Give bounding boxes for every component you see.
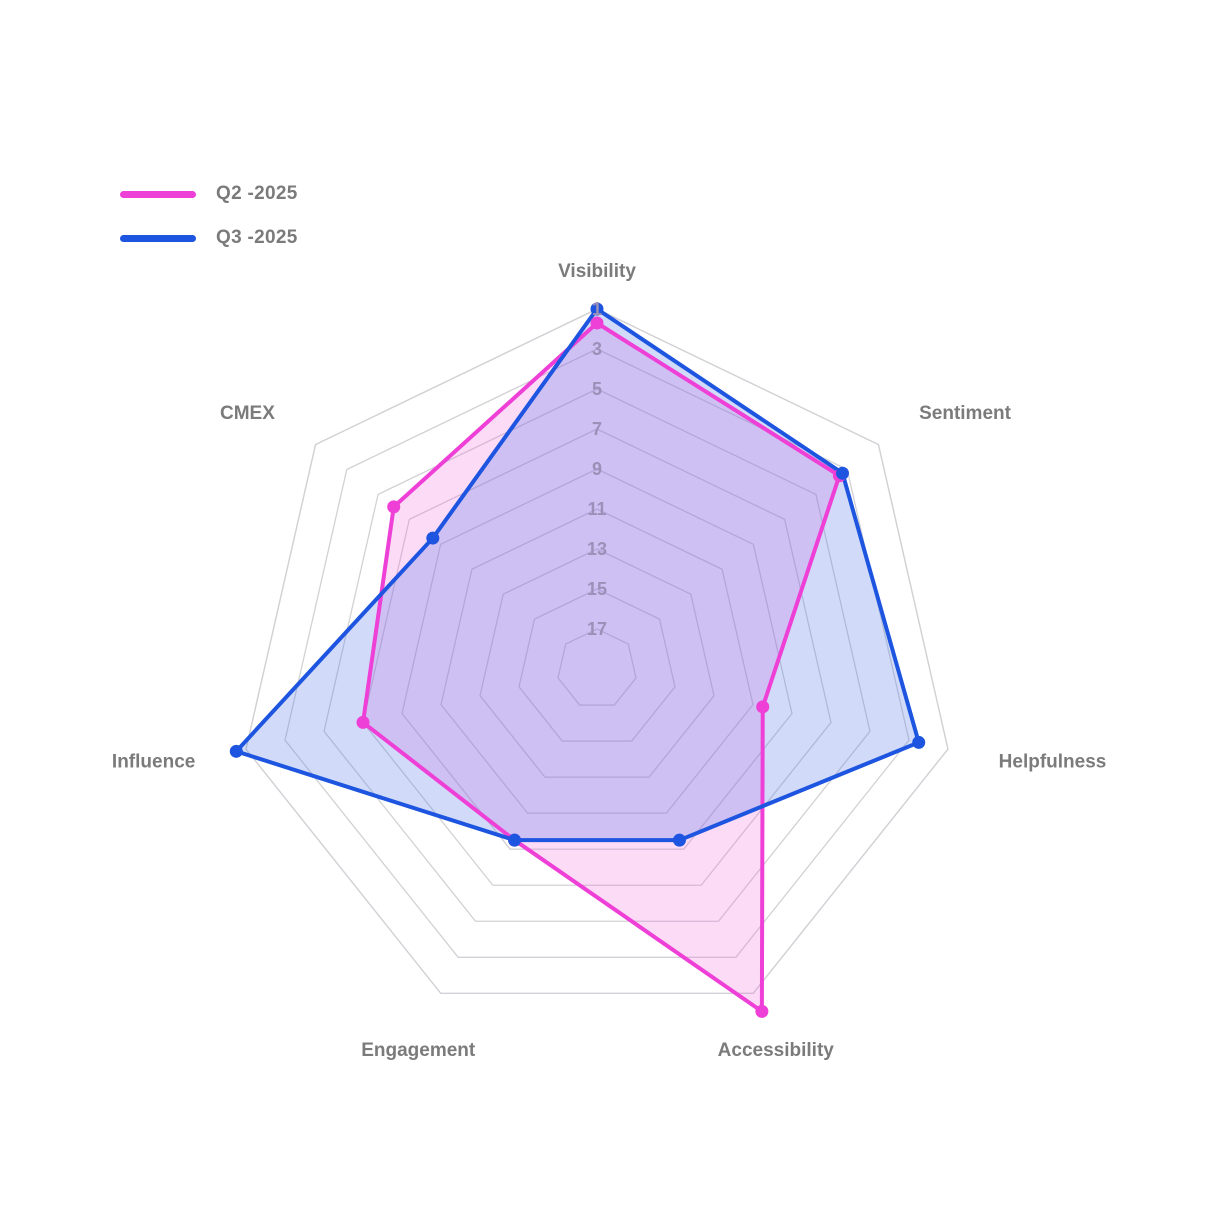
legend-swatch-q3 <box>120 234 196 242</box>
data-point-2-visibility[interactable] <box>590 302 604 316</box>
tick-label: 7 <box>592 419 602 439</box>
legend-label-q2: Q2 -2025 <box>216 183 298 204</box>
data-point-2-influence[interactable] <box>229 744 243 758</box>
grid-ring <box>557 628 637 706</box>
legend-item-q3[interactable]: Q3 -2025 <box>120 216 298 260</box>
data-point-1-visibility[interactable] <box>590 316 604 330</box>
axis-label-helpfulness: Helpfulness <box>999 752 1107 773</box>
grid-ring <box>401 468 793 850</box>
grid-ring <box>440 508 754 814</box>
series-fill-1 <box>363 323 840 1012</box>
axis-label-engagement: Engagement <box>361 1040 476 1061</box>
tick-label: 13 <box>587 539 607 559</box>
data-point-2-cmex[interactable] <box>426 531 440 545</box>
series-line-1 <box>361 321 842 1014</box>
legend-item-q2[interactable]: Q2 -2025 <box>120 172 298 216</box>
grid-ring <box>284 348 910 958</box>
data-point-2-accessibility[interactable] <box>672 833 686 847</box>
tick-label: 5 <box>592 379 602 399</box>
data-point-2-sentiment[interactable] <box>835 466 849 480</box>
legend: Q2 -2025 Q3 -2025 <box>120 172 298 260</box>
grid-ring <box>245 308 949 994</box>
tick-label: 11 <box>587 499 606 519</box>
tick-label: 1 <box>592 299 602 319</box>
axis-label-sentiment: Sentiment <box>919 403 1012 424</box>
axis-label-accessibility: Accessibility <box>718 1040 835 1061</box>
data-point-1-accessibility[interactable] <box>755 1004 769 1018</box>
tick-label: 9 <box>592 459 602 479</box>
tick-label: 15 <box>587 579 607 599</box>
data-point-1-influence[interactable] <box>356 715 370 729</box>
data-point-2-helpfulness[interactable] <box>912 735 926 749</box>
legend-swatch-q2 <box>120 190 196 198</box>
legend-label-q3: Q3 -2025 <box>216 227 298 248</box>
series-line-2 <box>234 307 921 843</box>
data-point-1-helpfulness[interactable] <box>756 700 770 714</box>
grid-ring <box>323 388 871 922</box>
tick-label: 3 <box>592 339 602 359</box>
data-point-1-cmex[interactable] <box>387 500 401 514</box>
grid-ring <box>479 548 715 778</box>
series-fill-2 <box>236 309 919 841</box>
tick-label: 17 <box>587 619 607 639</box>
data-point-2-engagement[interactable] <box>508 833 522 847</box>
axis-label-visibility: Visibility <box>558 261 636 282</box>
grid-ring <box>518 588 676 742</box>
axis-label-cmex: CMEX <box>220 403 275 424</box>
grid-ring <box>362 428 832 886</box>
axis-label-influence: Influence <box>112 752 195 773</box>
